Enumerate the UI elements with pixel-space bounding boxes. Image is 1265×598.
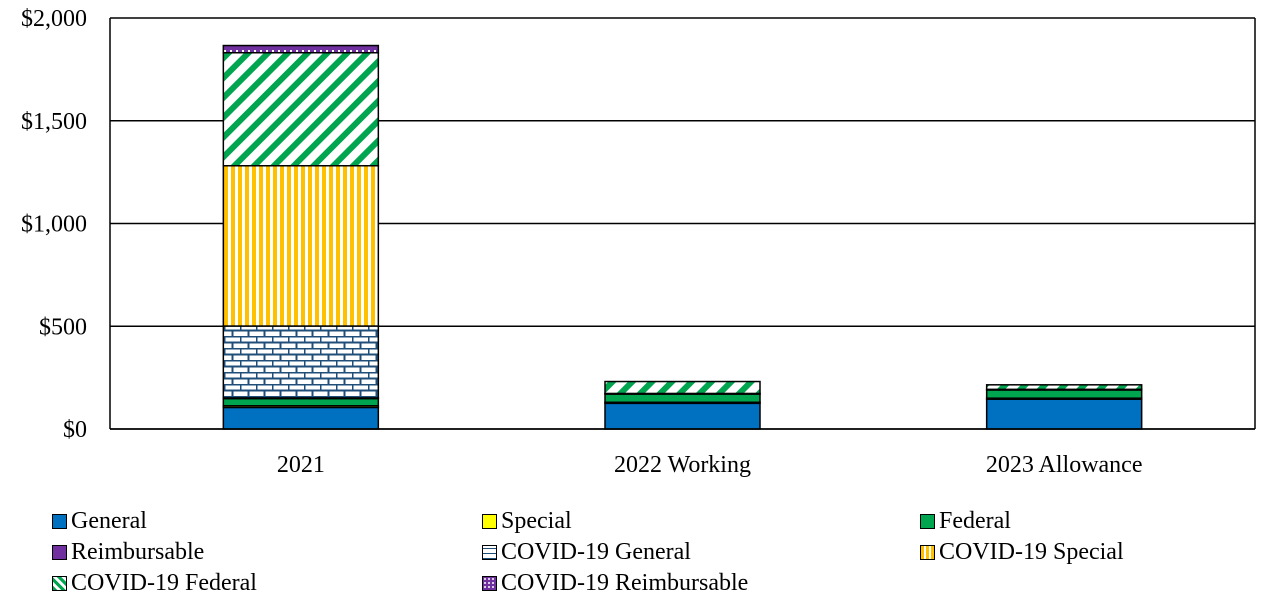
legend-item: Federal: [920, 506, 1011, 536]
legend-item: General: [52, 506, 147, 536]
x-category-label: 2021: [277, 452, 325, 478]
y-tick-label: $500: [39, 314, 87, 340]
y-tick-label: $2,000: [21, 6, 87, 32]
legend-label: COVID-19 Federal: [71, 570, 257, 596]
legend-item: COVID-19 Reimbursable: [482, 568, 748, 598]
legend-swatch: [920, 544, 935, 560]
legend-item: Special: [482, 506, 572, 536]
legend-swatch: [482, 544, 497, 560]
x-category-label: 2022 Working: [614, 452, 751, 478]
legend-item: COVID-19 Special: [920, 537, 1124, 567]
bar-segment-general: [222, 406, 380, 430]
legend-swatch: [482, 513, 497, 529]
legend-swatch: [52, 513, 67, 529]
legend-label: Federal: [939, 508, 1011, 534]
bars: [222, 44, 1143, 430]
legend-swatch: [52, 575, 67, 591]
legend-label: Reimbursable: [71, 539, 205, 565]
y-tick-label: $0: [63, 417, 87, 443]
bar-segment-covid-19-federal: [222, 51, 380, 167]
bar-segment-covid-19-federal: [604, 380, 761, 395]
bar-segment-federal: [222, 397, 380, 407]
legend-label: COVID-19 General: [501, 539, 691, 565]
legend-item: COVID-19 General: [482, 537, 691, 567]
legend-label: Special: [501, 508, 572, 534]
bar-segment-covid-19-general: [222, 325, 380, 399]
legend-item: COVID-19 Federal: [52, 568, 257, 598]
bar-segment-covid-19-special: [222, 165, 380, 327]
bar-segment-covid-19-reimbursable: [222, 44, 380, 54]
legend-item: Reimbursable: [52, 537, 204, 567]
y-tick-label: $1,000: [21, 212, 87, 238]
bar-segment-federal: [604, 393, 761, 404]
axes: $0 $500 $1,000 $1,500 $2,000 2021 2022 Working…: [21, 6, 1256, 478]
legend-swatch: [482, 575, 497, 591]
bar-segment-general: [604, 402, 761, 430]
legend-label: General: [71, 508, 147, 534]
bar-segment-federal: [985, 389, 1143, 399]
legend-swatch: [52, 544, 67, 560]
legend-label: COVID-19 Reimbursable: [501, 570, 749, 596]
legend-label: COVID-19 Special: [939, 539, 1124, 565]
bar-segment-general: [985, 398, 1143, 430]
bar-segment-covid-19-federal: [985, 384, 1143, 391]
x-category-label: 2023 Allowance: [986, 452, 1143, 478]
y-tick-label: $1,500: [21, 109, 87, 135]
legend-swatch: [920, 513, 935, 529]
